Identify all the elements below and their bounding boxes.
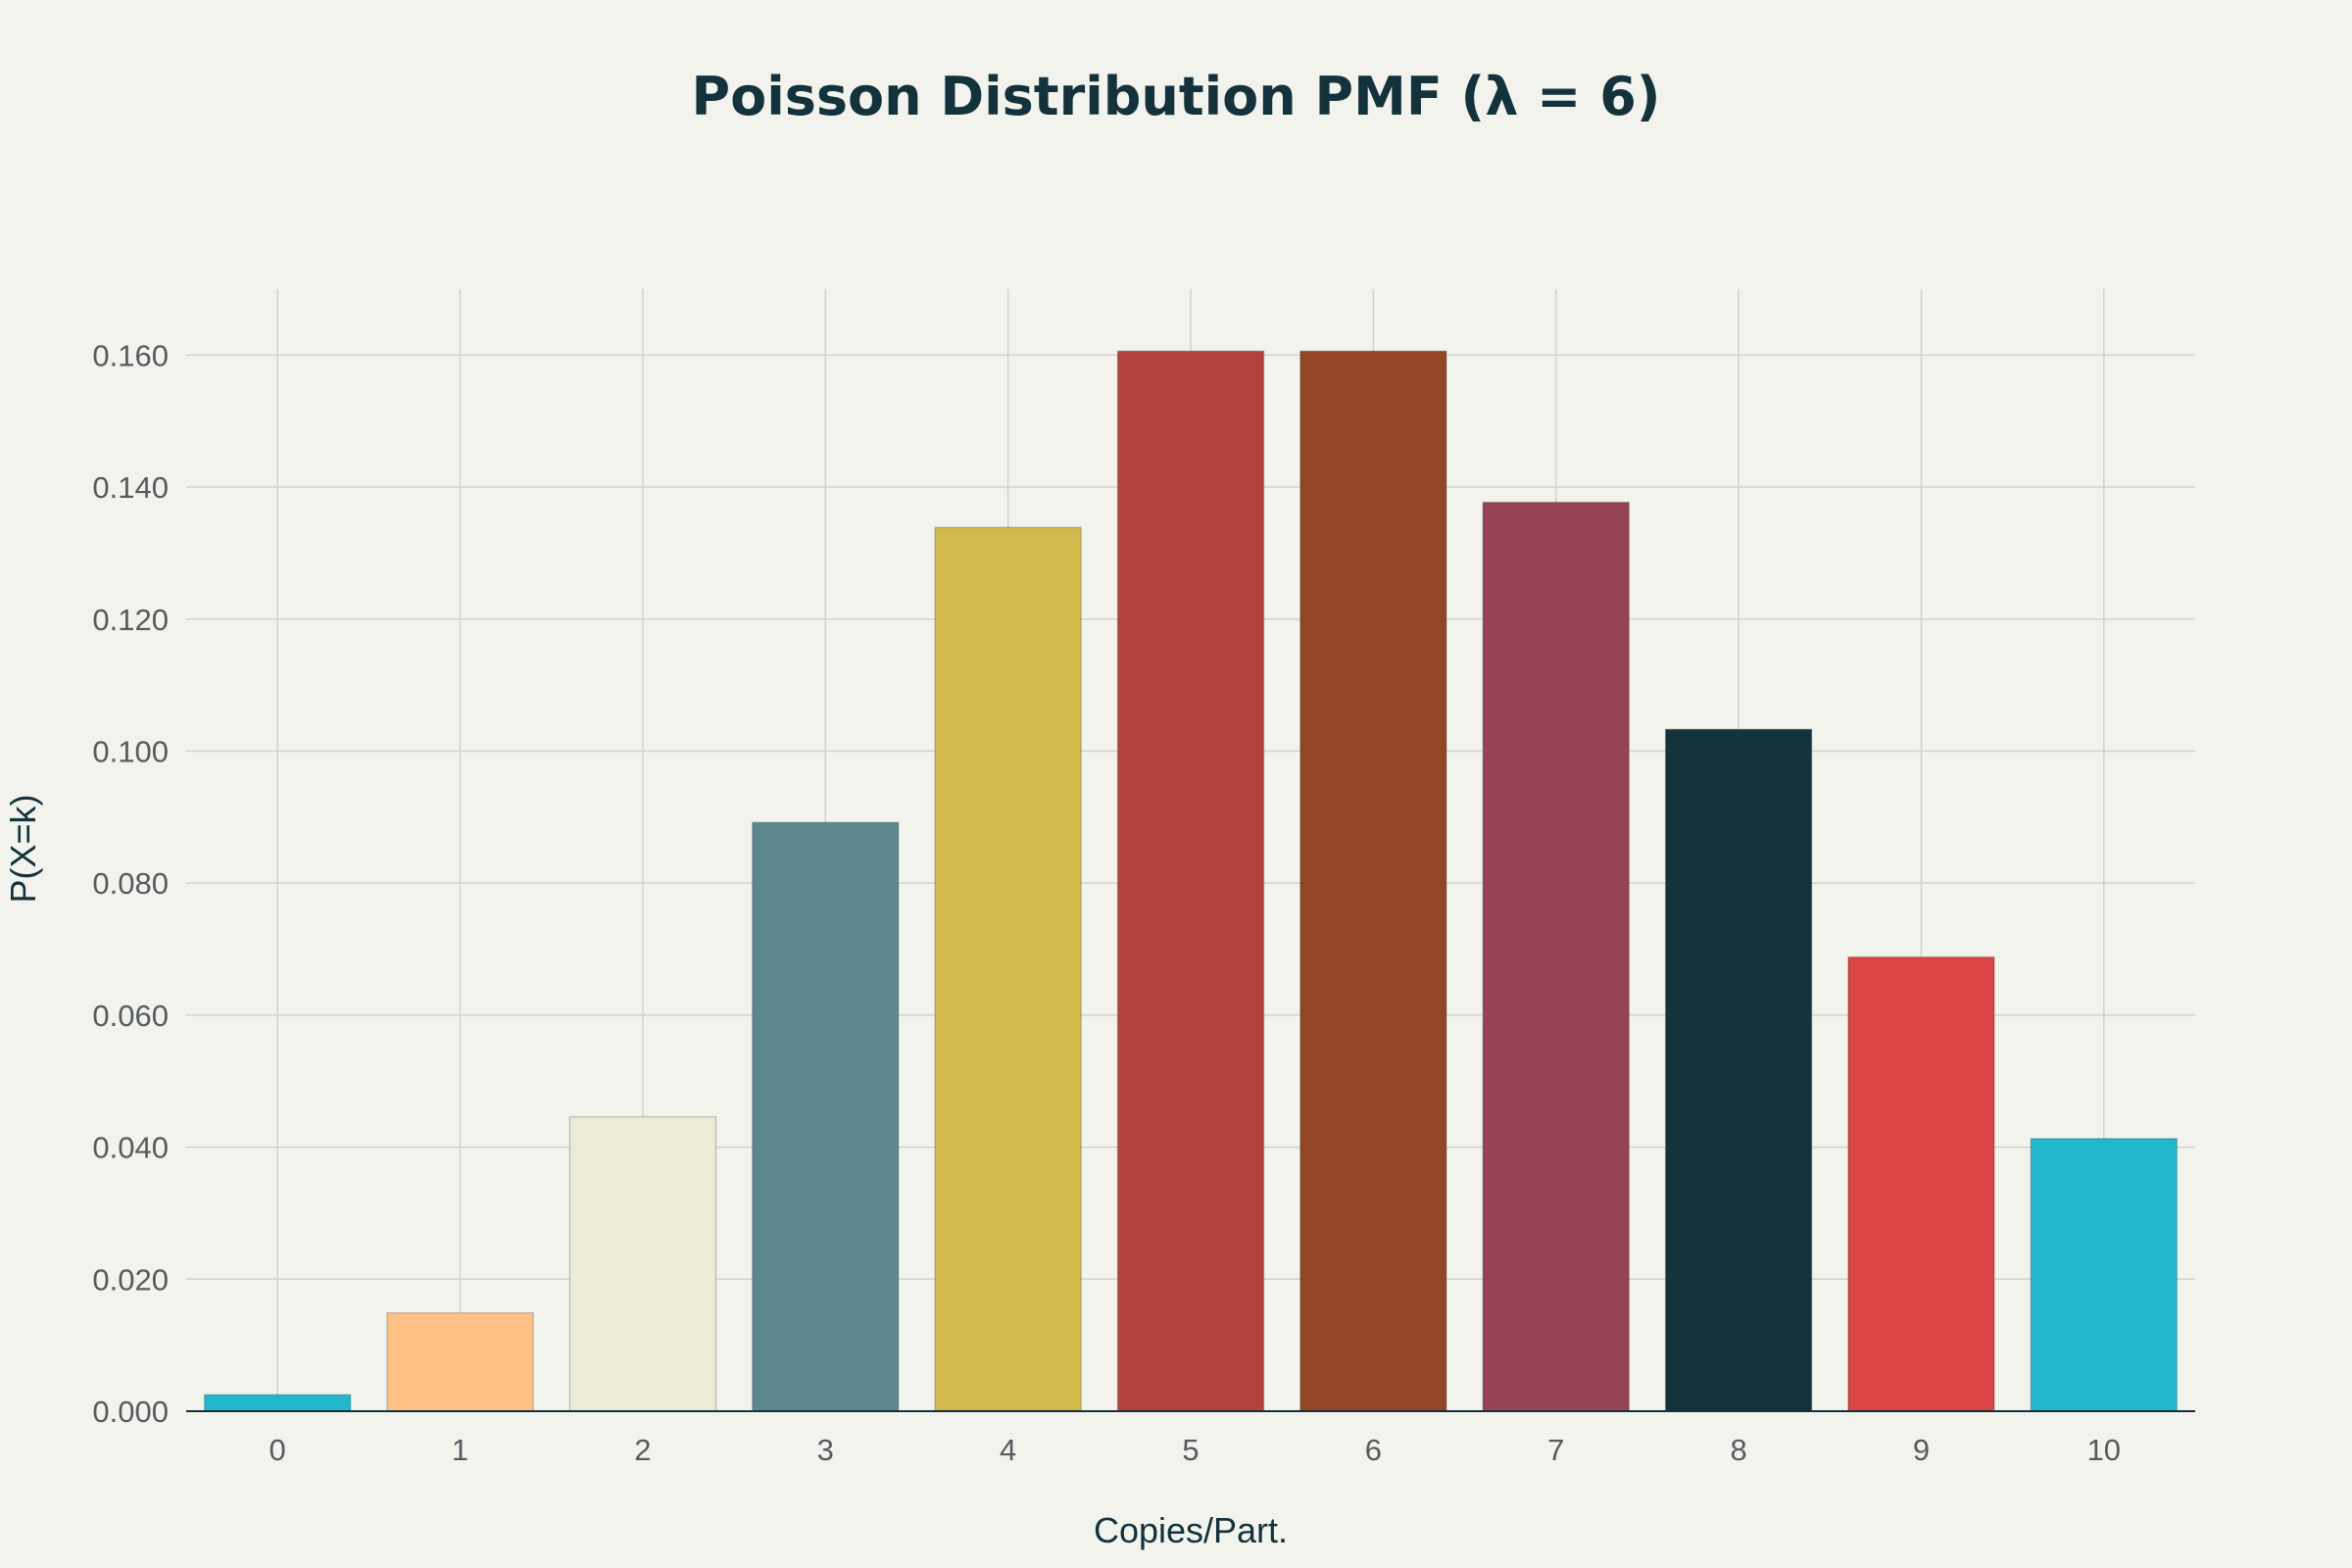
y-tick-label: 0.140	[92, 470, 169, 505]
x-tick-label: 7	[1547, 1433, 1564, 1467]
bar-9	[1847, 956, 1995, 1412]
bar-8	[1664, 728, 1813, 1412]
x-tick-label: 5	[1182, 1433, 1199, 1467]
chart-title: Poisson Distribution PMF (λ = 6)	[692, 66, 1661, 127]
bar-5	[1116, 350, 1265, 1412]
x-tick-label: 0	[270, 1433, 286, 1467]
y-tick-label: 0.000	[92, 1395, 169, 1429]
x-tick-label: 4	[1000, 1433, 1016, 1467]
tick-layer: 0.000 0.020 0.040 0.060 0.080 0.100 0.120 0.140…	[92, 338, 2121, 1467]
bar-1	[386, 1311, 534, 1412]
bar-3	[751, 821, 900, 1412]
bar-layer	[203, 350, 2179, 1412]
y-tick-label: 0.020	[92, 1262, 169, 1297]
y-tick-label: 0.040	[92, 1131, 169, 1165]
y-tick-label: 0.160	[92, 338, 169, 372]
x-tick-label: 2	[634, 1433, 651, 1467]
bar-10	[2030, 1138, 2179, 1412]
x-tick-label: 10	[2087, 1433, 2121, 1467]
y-axis-label: P(X=k)	[3, 794, 43, 903]
x-tick-label: 6	[1365, 1433, 1382, 1467]
y-tick-label: 0.080	[92, 866, 169, 901]
y-tick-label: 0.120	[92, 603, 169, 637]
bar-4	[934, 526, 1082, 1412]
y-tick-label: 0.060	[92, 999, 169, 1033]
bar-0	[203, 1394, 352, 1412]
x-tick-label: 9	[1913, 1433, 1930, 1467]
bar-6	[1299, 350, 1447, 1412]
y-tick-label: 0.100	[92, 734, 169, 768]
bar-2	[568, 1115, 717, 1412]
x-axis-label: Copies/Part.	[1094, 1510, 1288, 1550]
x-tick-label: 8	[1730, 1433, 1746, 1467]
bar-7	[1482, 501, 1631, 1412]
x-tick-label: 1	[452, 1433, 468, 1467]
x-tick-label: 3	[817, 1433, 834, 1467]
